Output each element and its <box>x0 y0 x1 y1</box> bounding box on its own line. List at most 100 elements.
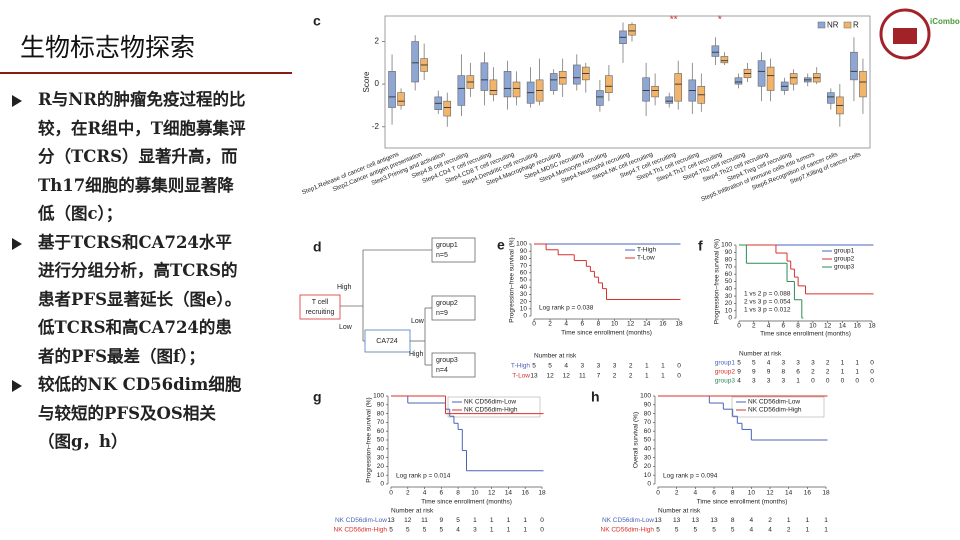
y-tick-label: 2 <box>375 37 380 46</box>
box <box>757 60 766 87</box>
annotation: * <box>718 15 722 26</box>
y-tick-label: 50 <box>520 277 528 284</box>
node-text: n=5 <box>436 252 448 259</box>
x-tick-label: 2 <box>548 321 552 328</box>
risk-count: 4 <box>456 527 460 534</box>
box <box>850 51 858 81</box>
x-tick-label: 10 <box>748 490 756 497</box>
risk-count: 1 <box>507 517 511 524</box>
box <box>859 71 867 98</box>
y-axis-label: Overall survival (%) <box>633 412 640 468</box>
box <box>766 66 775 91</box>
y-tick-label: 90 <box>377 402 385 409</box>
y-tick-label: 30 <box>725 293 733 300</box>
risk-count: 1 <box>661 373 665 380</box>
risk-count: 0 <box>870 360 874 367</box>
x-tick-label: 14 <box>839 323 847 330</box>
y-tick-label: 70 <box>520 262 528 269</box>
x-tick-label: 4 <box>564 321 568 328</box>
risk-row-label: NK CD56dim-Low <box>335 517 387 524</box>
risk-count: 8 <box>731 517 735 524</box>
legend-label: NR <box>827 21 839 30</box>
logo-building <box>893 28 917 44</box>
x-tick-label: 18 <box>538 490 546 497</box>
panel-label: d <box>313 239 322 255</box>
risk-count: 5 <box>656 527 660 534</box>
risk-count: 0 <box>841 378 845 385</box>
node-box <box>364 329 411 353</box>
risk-count: 2 <box>811 369 815 376</box>
y-axis-label: Score <box>362 71 371 92</box>
y-tick-label: 90 <box>725 249 733 256</box>
box <box>503 71 512 98</box>
risk-count: 1 <box>841 360 845 367</box>
x-tick-label: 6 <box>440 490 444 497</box>
legend-label: NK CD56dim-High <box>748 407 802 414</box>
box <box>827 92 835 104</box>
box <box>651 85 659 98</box>
y-tick-label: 100 <box>640 393 651 400</box>
y-tick-label: 20 <box>377 463 385 470</box>
x-tick-label: 0 <box>389 490 393 497</box>
legend-label: group1 <box>834 248 855 255</box>
risk-count: 12 <box>404 517 412 524</box>
x-tick-label: 16 <box>804 490 812 497</box>
risk-count: 1 <box>787 517 791 524</box>
title-rule <box>0 72 292 74</box>
y-tick-label: -2 <box>372 122 380 131</box>
risk-count: 4 <box>564 363 568 370</box>
risk-count: 5 <box>731 527 735 534</box>
x-tick-label: 4 <box>694 490 698 497</box>
y-tick-label: 60 <box>520 270 528 277</box>
risk-count: 5 <box>406 527 410 534</box>
legend-label: T-High <box>637 247 657 254</box>
risk-count: 1 <box>855 360 859 367</box>
x-axis-label: Time since enrollment (months) <box>561 330 652 337</box>
risk-count: 1 <box>806 517 810 524</box>
y-tick-label: 10 <box>725 307 733 314</box>
risk-count: 1 <box>824 527 828 534</box>
box <box>628 24 636 36</box>
risk-count: 1 <box>507 527 511 534</box>
risk-count: 13 <box>530 373 538 380</box>
x-tick-label: 18 <box>868 323 876 330</box>
node-text: T cell <box>312 299 329 306</box>
box <box>734 77 743 85</box>
y-tick-label: 50 <box>377 437 385 444</box>
annotation: Log rank p = 0.014 <box>396 473 451 480</box>
x-axis-label: Time since enrollment (months) <box>760 331 851 338</box>
risk-count: 9 <box>440 517 444 524</box>
bullet: R与NR的肿瘤免疫过程的比较，在R组中，T细胞募集评分（TCRS）显著升高，而T… <box>10 86 246 229</box>
x-tick-label: 16 <box>854 323 862 330</box>
legend-swatch <box>817 21 826 29</box>
risk-count: 0 <box>540 517 544 524</box>
y-tick-label: 60 <box>644 428 652 435</box>
annotation: ** <box>670 15 678 26</box>
y-tick-label: 20 <box>520 298 528 305</box>
box <box>789 73 798 85</box>
risk-count: 2 <box>768 517 772 524</box>
risk-count: 11 <box>421 517 428 524</box>
box <box>573 64 581 85</box>
risk-count: 2 <box>613 373 617 380</box>
node-box <box>431 352 476 378</box>
box <box>443 100 452 117</box>
box <box>665 96 673 104</box>
node-text: n=9 <box>436 310 448 317</box>
node-text: group3 <box>436 357 458 364</box>
legend-box <box>447 396 541 418</box>
risk-count: 9 <box>767 369 771 376</box>
risk-count: 1 <box>796 378 800 385</box>
x-tick-label: 10 <box>611 321 619 328</box>
logo-text: iCombo <box>930 17 960 26</box>
risk-count: 1 <box>490 527 494 534</box>
risk-count: 0 <box>826 378 830 385</box>
x-tick-label: 2 <box>675 490 679 497</box>
risk-count: 8 <box>782 369 786 376</box>
legend-label: NK CD56dim-High <box>464 407 518 414</box>
risk-row-label: group2 <box>715 369 736 376</box>
risk-count: 3 <box>473 527 477 534</box>
y-tick-label: 80 <box>520 255 528 262</box>
x-tick-label: 12 <box>488 490 496 497</box>
box <box>605 75 613 93</box>
